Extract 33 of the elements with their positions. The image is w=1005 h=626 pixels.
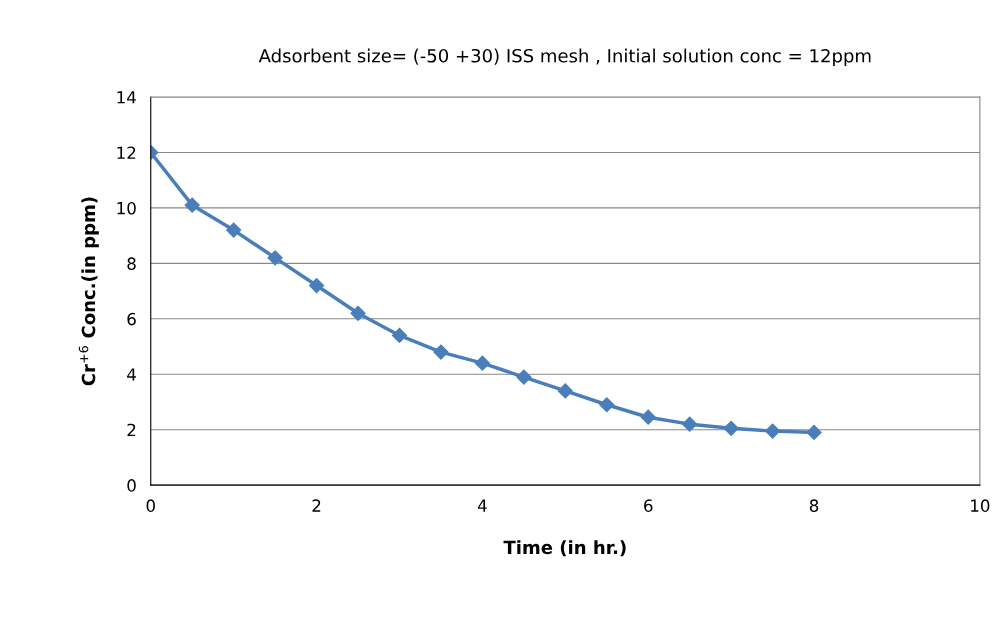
x-tick-label: 2 [312,499,321,512]
x-tick-label: 4 [477,499,487,512]
y-tick-label: 6 [127,312,136,326]
y-tick-label: 14 [117,91,136,104]
point [516,369,532,385]
y-tick-label: 4 [127,368,136,381]
chart-title: Adsorbent size= (-50 +30) ISS mesh , Initial solution conc = 12ppm [258,48,871,67]
point [806,424,822,441]
point [474,355,490,371]
point [391,327,408,344]
y-tick-label: 10 [117,201,136,215]
point [599,397,615,413]
y-tick-label: 2 [127,423,136,437]
point [640,409,656,425]
point [226,222,242,238]
point [723,420,739,436]
x-axis-title: Time (in hr.) [503,540,626,557]
y-axis-title: Cr$^{+6}$ Conc.(in ppm) [78,197,99,386]
y-tick-label: 12 [117,146,136,159]
point [267,250,283,266]
point [309,277,325,294]
y-tick-label: 0 [127,479,136,492]
point [557,383,573,399]
x-tick-label: 6 [644,499,653,512]
y-tick-label: 8 [127,257,136,270]
point [433,344,449,360]
point [350,305,366,321]
x-tick-label: 8 [809,499,819,512]
x-tick-label: 0 [146,499,155,512]
point [184,197,200,213]
point [682,416,698,432]
x-tick-label: 10 [971,499,990,512]
point [765,423,781,439]
